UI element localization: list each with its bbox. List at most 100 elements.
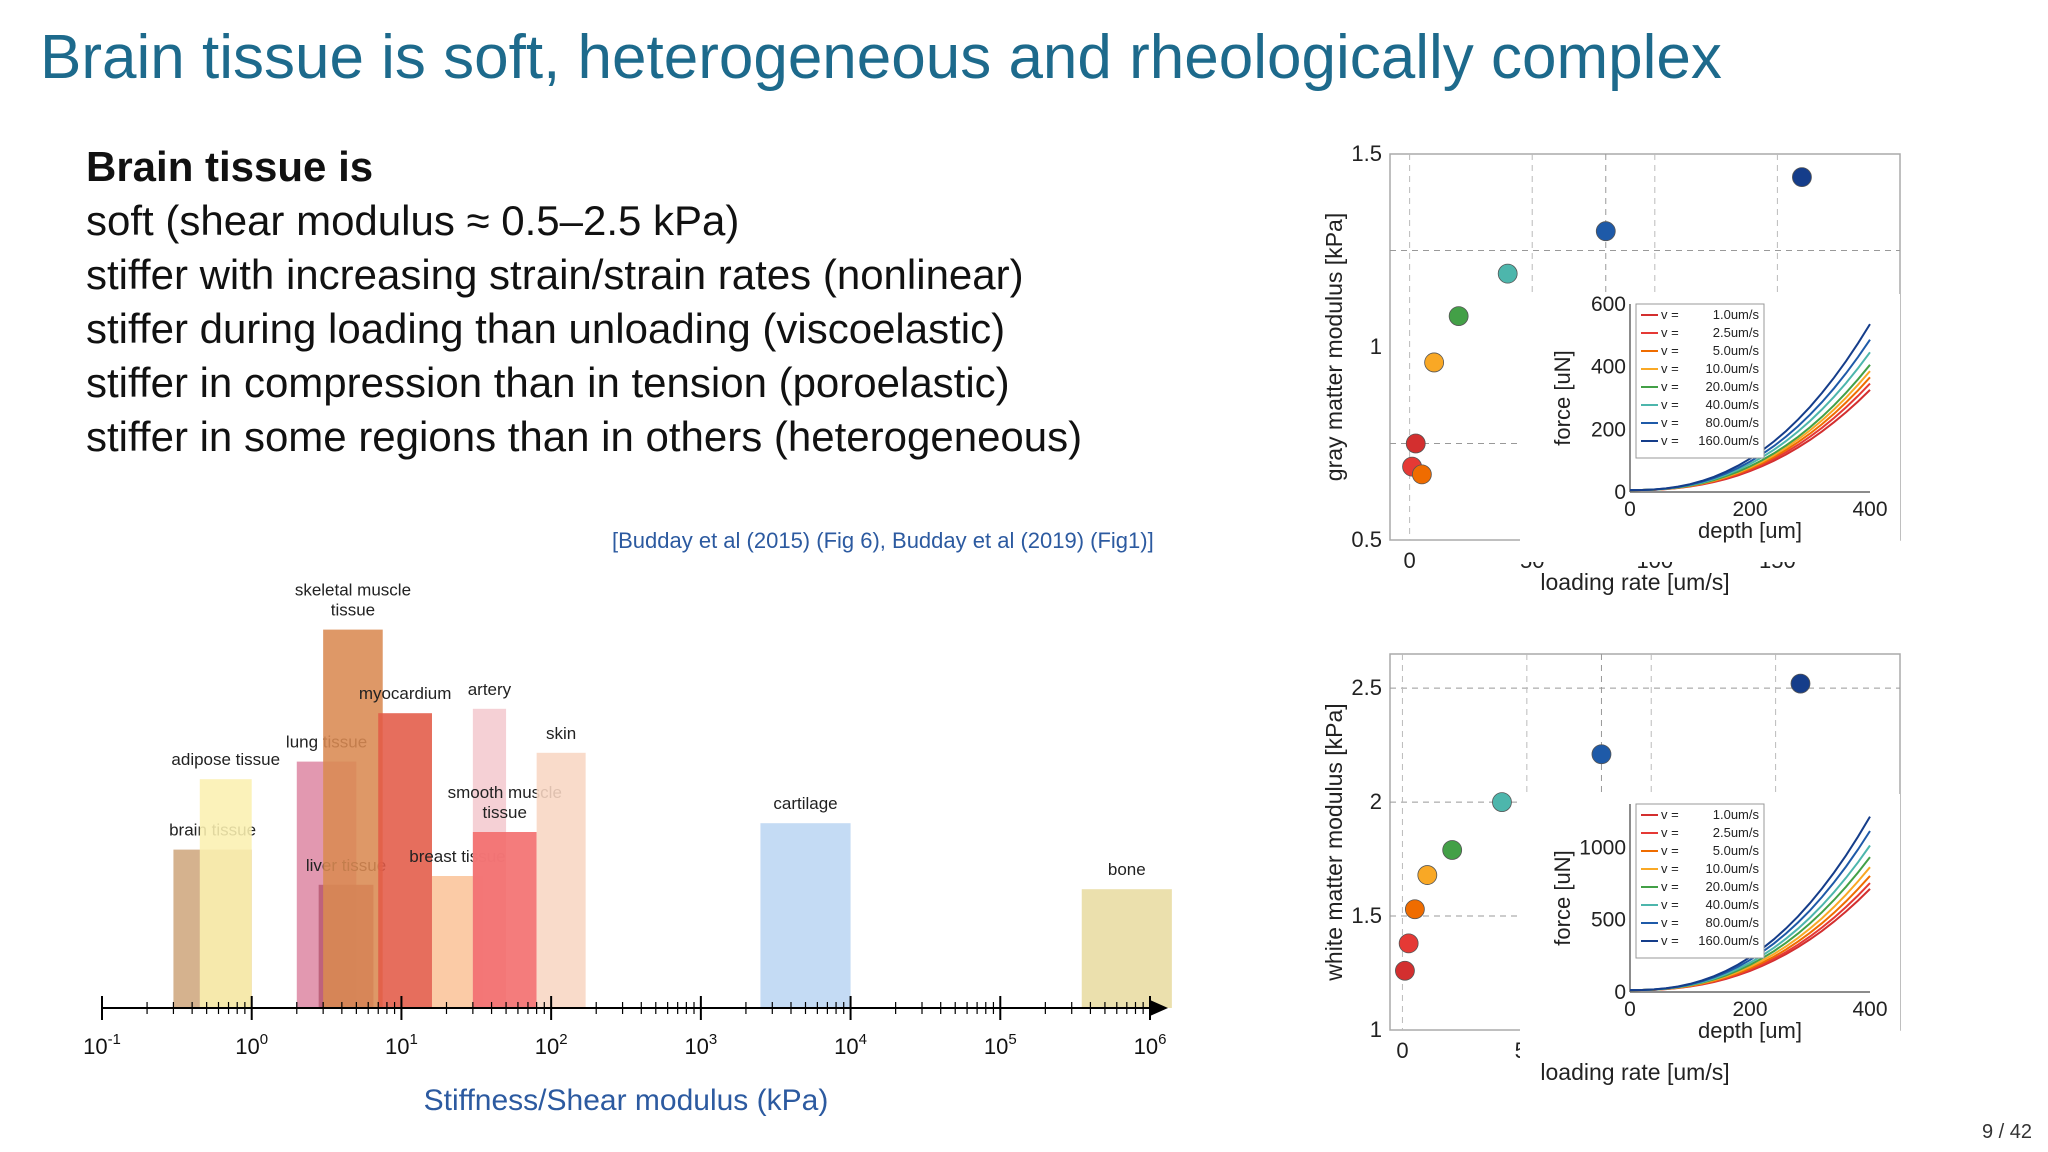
bullet-heading: Brain tissue is <box>86 143 374 190</box>
legend-label: 10.0um/s <box>1706 861 1760 876</box>
legend-prefix: v = <box>1661 433 1679 448</box>
inset-x-tick-label: 0 <box>1624 998 1636 1021</box>
legend-label: 2.5um/s <box>1713 825 1760 840</box>
legend-label: 20.0um/s <box>1706 879 1760 894</box>
y-tick-label: 1 <box>1370 1017 1382 1042</box>
inset-y-axis-label: force [uN] <box>1550 350 1575 445</box>
legend-label: 160.0um/s <box>1698 433 1759 448</box>
legend-label: 5.0um/s <box>1713 343 1760 358</box>
tissue-label: skin <box>546 724 576 743</box>
tissue-label: cartilage <box>773 794 837 813</box>
data-point <box>1448 306 1469 327</box>
legend-label: 2.5um/s <box>1713 325 1760 340</box>
legend-prefix: v = <box>1661 325 1679 340</box>
bullet-item: stiffer in some regions than in others (… <box>86 413 1083 460</box>
tissue-label: skeletal muscle tissue <box>295 581 411 620</box>
force-curve <box>1629 323 1871 492</box>
legend-prefix: v = <box>1661 933 1679 948</box>
legend-label: 80.0um/s <box>1706 915 1760 930</box>
legend-prefix: v = <box>1661 825 1679 840</box>
tissue-bar <box>760 823 851 1008</box>
tissue-bar <box>536 752 586 1008</box>
legend-prefix: v = <box>1661 843 1679 858</box>
x-tick-label: 0 <box>1403 548 1415 573</box>
legend-prefix: v = <box>1661 361 1679 376</box>
tissue-bar <box>323 629 383 1008</box>
data-point <box>1442 840 1463 860</box>
legend-prefix: v = <box>1661 415 1679 430</box>
inset-y-tick-label: 0 <box>1614 481 1626 504</box>
inset-x-axis-label: depth [um] <box>1698 1018 1802 1043</box>
data-point <box>1405 433 1426 454</box>
legend-prefix: v = <box>1661 379 1679 394</box>
tissue-bar <box>472 832 537 1008</box>
data-point <box>1497 263 1518 284</box>
bullet-item: stiffer in compression than in tension (… <box>86 359 1010 406</box>
inset-x-tick-label: 200 <box>1732 998 1767 1021</box>
data-point <box>1398 933 1419 954</box>
inset-x-tick-label: 400 <box>1852 998 1887 1021</box>
inset-y-tick-label: 600 <box>1591 293 1626 316</box>
data-point <box>1790 673 1811 694</box>
legend-prefix: v = <box>1661 307 1679 322</box>
inset-y-tick-label: 500 <box>1591 909 1626 932</box>
x-axis-label: loading rate [um/s] <box>1540 569 1729 595</box>
legend-prefix: v = <box>1661 915 1679 930</box>
inset-x-tick-label: 400 <box>1852 498 1887 521</box>
legend-prefix: v = <box>1661 807 1679 822</box>
tick-label: 104 <box>834 1031 867 1059</box>
legend-label: 40.0um/s <box>1706 397 1760 412</box>
inset-y-axis-label: force [uN] <box>1550 850 1575 945</box>
data-point <box>1424 352 1445 373</box>
tick-label: 106 <box>1134 1031 1167 1059</box>
inset-y-tick-label: 0 <box>1614 981 1626 1004</box>
data-point <box>1595 221 1616 242</box>
legend-label: 5.0um/s <box>1713 843 1760 858</box>
legend-prefix: v = <box>1661 861 1679 876</box>
y-tick-label: 1.5 <box>1351 903 1382 928</box>
legend-label: 80.0um/s <box>1706 415 1760 430</box>
inset-x-tick-label: 200 <box>1732 498 1767 521</box>
tick-label: 100 <box>235 1031 268 1059</box>
tissue-bar <box>1081 889 1172 1008</box>
inset-x-axis-label: depth [um] <box>1698 518 1802 543</box>
bullet-item: soft (shear modulus ≈ 0.5–2.5 kPa) <box>86 197 740 244</box>
bullet-list: Brain tissue is soft (shear modulus ≈ 0.… <box>86 140 1082 464</box>
y-axis-label: gray matter modulus [kPa] <box>1321 213 1347 481</box>
data-point <box>1417 865 1438 885</box>
x-axis-label: loading rate [um/s] <box>1540 1059 1729 1085</box>
legend-label: 40.0um/s <box>1706 897 1760 912</box>
inset-x-tick-label: 0 <box>1624 498 1636 521</box>
x-tick-label: 0 <box>1396 1038 1408 1063</box>
data-point <box>1411 464 1432 485</box>
legend-prefix: v = <box>1661 879 1679 894</box>
tissue-label: adipose tissue <box>171 750 280 769</box>
tissue-label: smooth muscle tissue <box>448 783 562 822</box>
tick-label: 102 <box>535 1031 568 1059</box>
y-tick-label: 1 <box>1370 334 1382 359</box>
data-point <box>1492 792 1512 813</box>
inset-y-tick-label: 200 <box>1591 418 1626 441</box>
legend-label: 1.0um/s <box>1713 307 1760 322</box>
legend-label: 160.0um/s <box>1698 933 1759 948</box>
data-point <box>1404 899 1425 920</box>
citation-link[interactable]: [Budday et al (2015) (Fig 6), Budday et … <box>612 528 1154 553</box>
tissue-label: artery <box>468 680 512 699</box>
tissue-bar <box>199 779 252 1008</box>
y-axis-label: white matter modulus [kPa] <box>1321 703 1347 981</box>
y-tick-label: 2.5 <box>1351 675 1382 700</box>
y-tick-label: 2 <box>1370 789 1382 814</box>
x-axis-label: Stiffness/Shear modulus (kPa) <box>424 1084 829 1117</box>
tick-label: 105 <box>984 1031 1017 1059</box>
bullet-item: stiffer with increasing strain/strain ra… <box>86 251 1024 298</box>
data-point <box>1792 167 1812 188</box>
bullet-item: stiffer during loading than unloading (v… <box>86 305 1006 352</box>
legend-label: 20.0um/s <box>1706 379 1760 394</box>
data-point <box>1591 744 1612 765</box>
tick-label: 101 <box>385 1031 418 1059</box>
inset-legend-box <box>1635 303 1765 459</box>
y-tick-label: 0.5 <box>1351 527 1382 552</box>
legend-prefix: v = <box>1661 897 1679 912</box>
